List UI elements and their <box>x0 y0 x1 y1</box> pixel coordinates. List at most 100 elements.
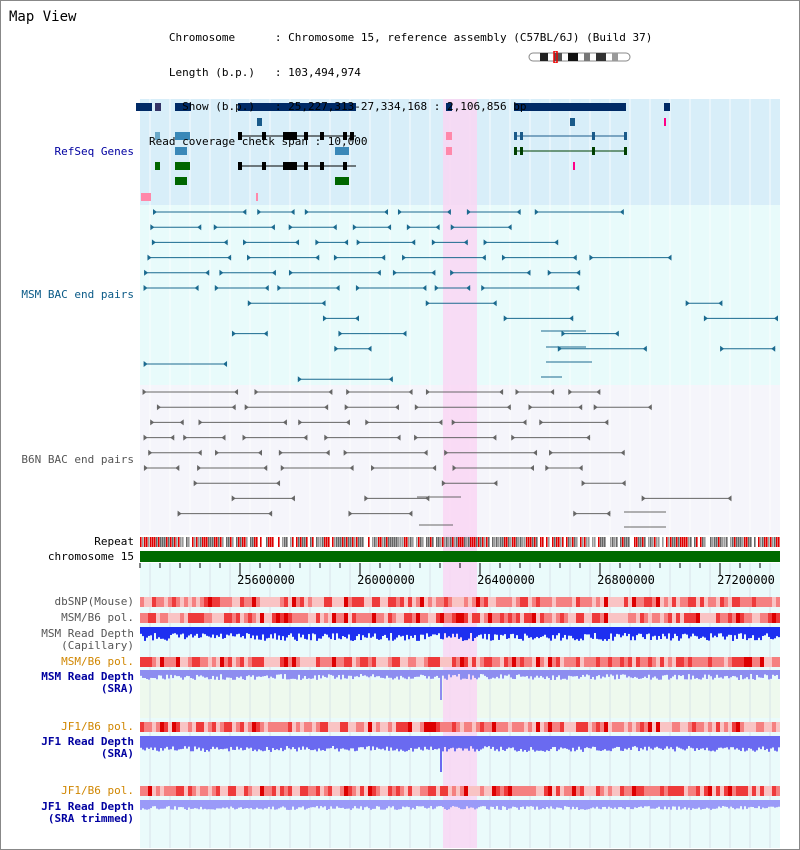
read-depth-bar <box>404 670 406 679</box>
repeat-element <box>418 537 420 547</box>
polymorphism-cell <box>264 786 268 796</box>
polymorphism-cell <box>756 786 760 796</box>
chromosome-ideogram[interactable] <box>528 51 632 63</box>
track-label-dbsnp[interactable]: dbSNP(Mouse) <box>54 595 134 608</box>
polymorphism-cell <box>712 722 716 732</box>
read-depth-bar <box>348 800 350 809</box>
polymorphism-cell <box>420 597 424 607</box>
polymorphism-cell <box>740 786 744 796</box>
polymorphism-cell <box>664 722 668 732</box>
polymorphism-cell <box>528 613 532 623</box>
polymorphism-cell <box>744 657 748 667</box>
polymorphism-cell <box>552 597 556 607</box>
read-depth-bar <box>696 736 698 749</box>
read-depth-bar <box>152 800 154 807</box>
track-label-msm-b6-pol-sra[interactable]: MSM/B6 pol. <box>61 655 134 668</box>
read-depth-bar <box>658 736 660 749</box>
read-depth-bar <box>370 627 372 638</box>
read-depth-bar <box>772 736 774 748</box>
repeat-element <box>670 537 672 547</box>
polymorphism-cell <box>376 722 380 732</box>
repeat-element <box>158 537 160 547</box>
polymorphism-cell <box>172 786 176 796</box>
read-depth-bar <box>542 627 544 637</box>
read-depth-bar <box>220 627 222 634</box>
repeat-element <box>208 537 210 547</box>
read-depth-bar <box>376 736 378 748</box>
track-label-msm-bac[interactable]: MSM BAC end pairs <box>21 288 134 301</box>
read-depth-bar <box>688 736 690 747</box>
polymorphism-cell <box>516 722 520 732</box>
polymorphism-cell <box>196 657 200 667</box>
read-depth-bar <box>672 627 674 639</box>
read-depth-bar <box>142 800 144 809</box>
polymorphism-cell <box>524 597 528 607</box>
polymorphism-cell <box>300 613 304 623</box>
read-depth-bar <box>532 627 534 640</box>
b6n-bac-pair-end <box>408 389 413 395</box>
read-depth-bar <box>458 670 460 675</box>
msm-bac-pair-end <box>402 254 407 261</box>
repeat-element <box>508 537 510 547</box>
read-depth-bar <box>646 627 648 635</box>
polymorphism-cell <box>528 657 532 667</box>
read-depth-bar <box>776 670 778 676</box>
read-depth-bar <box>478 670 480 678</box>
track-label-b6n-bac[interactable]: B6N BAC end pairs <box>21 453 134 466</box>
read-depth-bar <box>224 670 226 680</box>
polymorphism-cell <box>140 722 144 732</box>
read-depth-bar <box>400 800 402 810</box>
read-depth-bar <box>512 800 514 807</box>
track-label-jf1-read-depth-sra[interactable]: JF1 Read Depth (SRA) <box>41 735 134 760</box>
track-label-msm-read-depth-capillary[interactable]: MSM Read Depth (Capillary) <box>41 627 134 652</box>
read-depth-bar <box>238 670 240 678</box>
polymorphism-cell <box>432 613 436 623</box>
polymorphism-cell <box>404 613 408 623</box>
track-label-repeat[interactable]: Repeat <box>94 535 134 548</box>
read-depth-bar <box>272 800 274 807</box>
polymorphism-cell <box>428 657 432 667</box>
read-depth-bar <box>338 670 340 676</box>
track-label-jf1-b6-pol-1[interactable]: JF1/B6 pol. <box>61 720 134 733</box>
read-depth-bar <box>242 670 244 680</box>
track-label-chromosome[interactable]: chromosome 15 <box>47 550 134 563</box>
repeat-element <box>486 537 488 547</box>
read-depth-bar <box>314 736 316 750</box>
polymorphism-cell <box>772 786 776 796</box>
polymorphism-cell <box>672 657 676 667</box>
polymorphism-cell <box>764 597 768 607</box>
polymorphism-cell <box>636 657 640 667</box>
read-depth-bar <box>426 627 428 634</box>
repeat-element <box>510 537 512 547</box>
repeat-element <box>194 537 196 547</box>
polymorphism-cell <box>764 786 768 796</box>
polymorphism-cell <box>216 657 220 667</box>
read-depth-bar <box>682 800 684 809</box>
polymorphism-cell <box>232 597 236 607</box>
read-depth-bar <box>278 736 280 751</box>
msm-bac-pair-end <box>589 254 594 261</box>
polymorphism-cell <box>180 722 184 732</box>
read-depth-bar <box>292 670 294 679</box>
read-depth-bar <box>454 627 456 638</box>
read-depth-bar <box>436 627 438 636</box>
repeat-element <box>774 537 776 547</box>
read-depth-bar <box>694 670 696 679</box>
read-depth-bar <box>256 670 258 677</box>
polymorphism-cell <box>360 786 364 796</box>
read-depth-bar <box>722 800 724 807</box>
read-depth-bar <box>550 627 552 641</box>
read-depth-bar <box>170 627 172 636</box>
track-label-jf1-read-depth-trimmed[interactable]: JF1 Read Depth (SRA trimmed) <box>41 800 134 825</box>
polymorphism-cell <box>732 722 736 732</box>
polymorphism-cell <box>148 786 152 796</box>
track-label-jf1-b6-pol-2[interactable]: JF1/B6 pol. <box>61 784 134 797</box>
track-label-msm-read-depth-sra[interactable]: MSM Read Depth (SRA) <box>41 670 134 695</box>
track-label-msm-b6-pol-capillary[interactable]: MSM/B6 pol. <box>61 611 134 624</box>
track-label-refseq-genes[interactable]: RefSeq Genes <box>54 145 134 158</box>
refseq-exon <box>304 162 308 170</box>
repeat-element <box>562 537 564 547</box>
read-depth-bar <box>234 627 236 637</box>
polymorphism-cell <box>212 613 216 623</box>
